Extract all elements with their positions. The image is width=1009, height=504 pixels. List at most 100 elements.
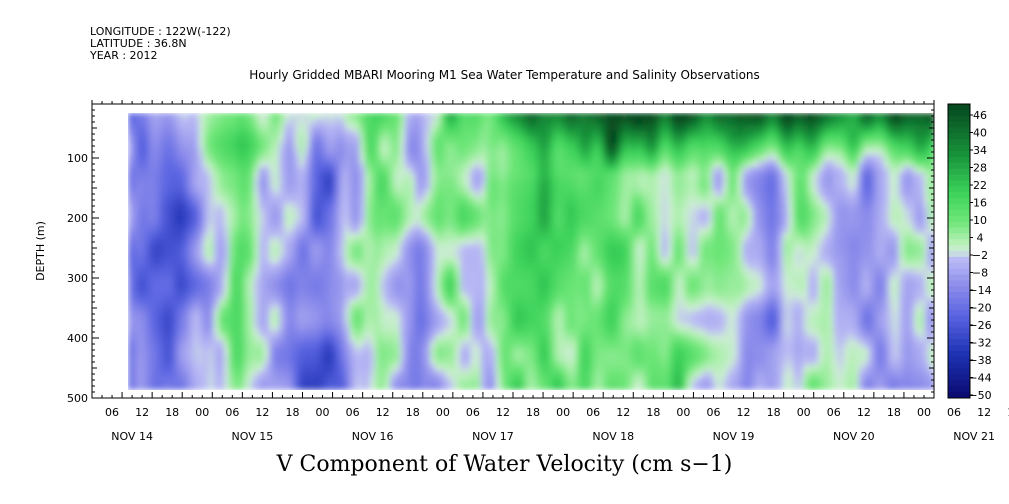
heatmap-cell bbox=[173, 137, 180, 144]
heatmap-cell bbox=[359, 353, 366, 360]
heatmap-cell bbox=[415, 335, 421, 342]
heatmap-cell bbox=[329, 335, 336, 342]
heatmap-cell bbox=[394, 353, 401, 360]
heatmap-cell bbox=[243, 329, 250, 336]
heatmap-cell bbox=[601, 167, 608, 174]
heatmap-cell bbox=[274, 311, 280, 318]
heatmap-cell bbox=[208, 173, 215, 180]
heatmap-cell bbox=[667, 227, 673, 234]
heatmap-cell bbox=[475, 377, 482, 384]
heatmap-cell bbox=[324, 365, 331, 372]
heatmap-cell bbox=[304, 191, 311, 198]
heatmap-cell bbox=[253, 125, 260, 132]
heatmap-cell bbox=[667, 245, 673, 252]
heatmap-cell bbox=[445, 347, 452, 354]
heatmap-cell bbox=[299, 293, 306, 300]
heatmap-cell bbox=[435, 167, 442, 174]
heatmap-cell bbox=[389, 257, 396, 264]
heatmap-cell bbox=[279, 275, 285, 282]
heatmap-cell bbox=[183, 275, 190, 282]
heatmap-cell bbox=[284, 341, 290, 348]
heatmap-cell bbox=[495, 251, 502, 258]
heatmap-cell bbox=[163, 233, 170, 240]
heatmap-cell bbox=[667, 341, 673, 348]
heatmap-cell bbox=[178, 191, 185, 198]
heatmap-cell bbox=[656, 377, 663, 384]
heatmap-cell bbox=[258, 329, 265, 336]
heatmap-cell bbox=[274, 149, 280, 156]
heatmap-cell bbox=[546, 233, 552, 240]
heatmap-cell bbox=[339, 335, 346, 342]
heatmap-cell bbox=[143, 329, 149, 336]
heatmap-cell bbox=[334, 377, 341, 384]
heatmap-cell bbox=[596, 365, 603, 372]
heatmap-cell bbox=[520, 251, 527, 258]
heatmap-cell bbox=[586, 269, 593, 276]
heatmap-cell bbox=[198, 383, 205, 390]
heatmap-cell bbox=[470, 251, 477, 258]
heatmap-cell bbox=[364, 359, 371, 366]
heatmap-cell bbox=[420, 227, 427, 234]
heatmap-cell bbox=[324, 161, 331, 168]
heatmap-cell bbox=[153, 377, 160, 384]
heatmap-cell bbox=[541, 125, 547, 132]
heatmap-cell bbox=[541, 365, 547, 372]
heatmap-cell bbox=[253, 137, 260, 144]
heatmap-cell bbox=[445, 209, 452, 216]
heatmap-cell bbox=[203, 287, 210, 294]
heatmap-cell bbox=[289, 185, 296, 192]
heatmap-cell bbox=[203, 299, 210, 306]
heatmap-cell bbox=[223, 131, 230, 138]
heatmap-cell bbox=[213, 185, 220, 192]
heatmap-cell bbox=[500, 233, 507, 240]
heatmap-cell bbox=[359, 179, 366, 186]
heatmap-cell bbox=[319, 143, 326, 150]
heatmap-cell bbox=[445, 323, 452, 330]
heatmap-cell bbox=[133, 281, 139, 288]
heatmap-cell bbox=[480, 287, 487, 294]
heatmap-cell bbox=[566, 305, 573, 312]
heatmap-cell bbox=[561, 155, 568, 162]
heatmap-cell bbox=[243, 269, 250, 276]
heatmap-cell bbox=[515, 293, 522, 300]
heatmap-cell bbox=[651, 347, 658, 354]
heatmap-cell bbox=[571, 371, 578, 378]
heatmap-cell bbox=[324, 233, 331, 240]
heatmap-cell bbox=[143, 221, 149, 228]
heatmap-cell bbox=[606, 155, 613, 162]
heatmap-cell bbox=[465, 335, 472, 342]
heatmap-cell bbox=[369, 341, 376, 348]
heatmap-cell bbox=[520, 281, 527, 288]
heatmap-cell bbox=[475, 329, 482, 336]
heatmap-cell bbox=[601, 329, 608, 336]
heatmap-cell bbox=[455, 167, 462, 174]
heatmap-cell bbox=[435, 329, 442, 336]
heatmap-cell bbox=[284, 179, 290, 186]
heatmap-cell bbox=[616, 125, 623, 132]
heatmap-cell bbox=[223, 125, 230, 132]
heatmap-cell bbox=[541, 185, 547, 192]
heatmap-cell bbox=[394, 251, 401, 258]
heatmap-cell bbox=[344, 275, 351, 282]
heatmap-cell bbox=[460, 131, 467, 138]
heatmap-cell bbox=[243, 359, 250, 366]
heatmap-cell bbox=[596, 287, 603, 294]
heatmap-cell bbox=[379, 281, 386, 288]
heatmap-cell bbox=[228, 191, 235, 198]
heatmap-cell bbox=[656, 251, 663, 258]
heatmap-cell bbox=[440, 359, 447, 366]
heatmap-cell bbox=[460, 293, 467, 300]
heatmap-cell bbox=[304, 383, 311, 390]
heatmap-cell bbox=[616, 179, 623, 186]
heatmap-cell bbox=[163, 239, 170, 246]
heatmap-cell bbox=[128, 143, 134, 150]
heatmap-cell bbox=[389, 245, 396, 252]
heatmap-cell bbox=[450, 245, 457, 252]
heatmap-cell bbox=[264, 287, 270, 294]
heatmap-cell bbox=[168, 125, 175, 132]
heatmap-cell bbox=[455, 281, 462, 288]
heatmap-cell bbox=[551, 275, 557, 282]
heatmap-cell bbox=[289, 323, 296, 330]
heatmap-cell bbox=[561, 341, 568, 348]
heatmap-cell bbox=[233, 347, 240, 354]
